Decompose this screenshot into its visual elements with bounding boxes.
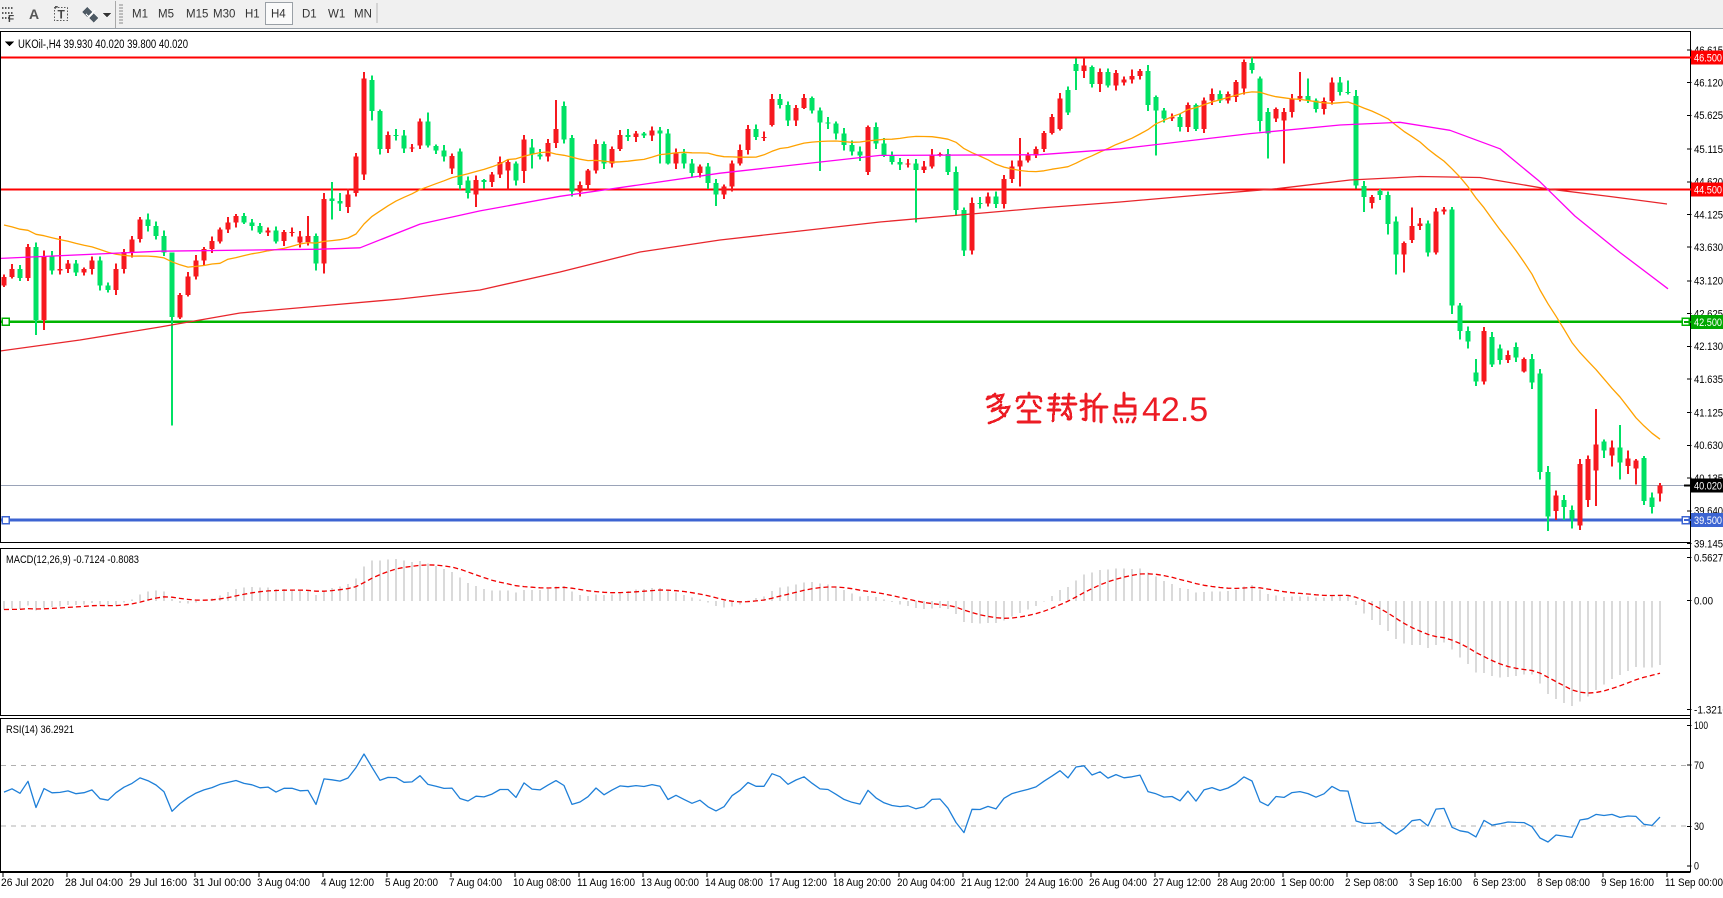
- svg-text:46.120: 46.120: [1694, 78, 1723, 90]
- svg-text:MACD(12,26,9) -0.7124 -0.8083: MACD(12,26,9) -0.7124 -0.8083: [6, 554, 139, 566]
- svg-text:27 Aug 12:00: 27 Aug 12:00: [1153, 877, 1211, 889]
- svg-text:D1: D1: [302, 9, 317, 21]
- svg-text:17 Aug 12:00: 17 Aug 12:00: [769, 877, 827, 889]
- svg-text:-1.3216: -1.3216: [1694, 704, 1723, 716]
- svg-text:21 Aug 12:00: 21 Aug 12:00: [961, 877, 1019, 889]
- svg-text:7 Aug 04:00: 7 Aug 04:00: [449, 877, 502, 889]
- svg-text:29 Jul 16:00: 29 Jul 16:00: [129, 877, 187, 889]
- svg-text:39.500: 39.500: [1694, 515, 1722, 527]
- svg-text:RSI(14) 36.2921: RSI(14) 36.2921: [6, 724, 74, 736]
- svg-text:M5: M5: [158, 9, 174, 21]
- svg-text:0.00: 0.00: [1694, 595, 1713, 607]
- svg-text:0.5627: 0.5627: [1694, 552, 1723, 564]
- svg-text:20 Aug 04:00: 20 Aug 04:00: [897, 877, 955, 889]
- svg-text:UKOil-,H4 39.930 40.020 39.80: UKOil-,H4 39.930 40.020 39.800 40.020: [18, 39, 188, 51]
- svg-text:14 Aug 08:00: 14 Aug 08:00: [705, 877, 763, 889]
- svg-text:6 Sep 23:00: 6 Sep 23:00: [1473, 877, 1526, 889]
- svg-text:45.115: 45.115: [1694, 144, 1723, 156]
- svg-text:28 Jul 04:00: 28 Jul 04:00: [65, 877, 123, 889]
- svg-text:31 Jul 00:00: 31 Jul 00:00: [193, 877, 251, 889]
- svg-text:11 Aug 16:00: 11 Aug 16:00: [577, 877, 635, 889]
- svg-text:43.120: 43.120: [1694, 276, 1723, 288]
- svg-text:M30: M30: [213, 9, 235, 21]
- svg-text:44.125: 44.125: [1694, 209, 1723, 221]
- svg-text:2 Sep 08:00: 2 Sep 08:00: [1345, 877, 1398, 889]
- svg-text:M1: M1: [132, 9, 148, 21]
- svg-text:1 Sep 00:00: 1 Sep 00:00: [1281, 877, 1334, 889]
- svg-text:100: 100: [1694, 720, 1708, 732]
- svg-text:H1: H1: [245, 9, 260, 21]
- svg-text:3 Sep 16:00: 3 Sep 16:00: [1409, 877, 1462, 889]
- svg-text:45.625: 45.625: [1694, 110, 1723, 122]
- svg-text:H4: H4: [271, 9, 286, 21]
- svg-text:26 Jul 2020: 26 Jul 2020: [1, 877, 54, 889]
- svg-text:A: A: [29, 6, 39, 22]
- svg-text:18 Aug 20:00: 18 Aug 20:00: [833, 877, 891, 889]
- svg-text:0: 0: [1694, 861, 1699, 873]
- svg-text:41.125: 41.125: [1694, 408, 1723, 420]
- svg-text:10 Aug 08:00: 10 Aug 08:00: [513, 877, 571, 889]
- svg-text:M15: M15: [186, 9, 208, 21]
- svg-text:9 Sep 16:00: 9 Sep 16:00: [1601, 877, 1654, 889]
- svg-text:26 Aug 04:00: 26 Aug 04:00: [1089, 877, 1147, 889]
- svg-text:W1: W1: [328, 9, 345, 21]
- svg-text:46.500: 46.500: [1694, 53, 1722, 65]
- svg-text:13 Aug 00:00: 13 Aug 00:00: [641, 877, 699, 889]
- svg-text:42.5: 42.5: [1142, 391, 1208, 429]
- svg-text:41.635: 41.635: [1694, 374, 1723, 386]
- svg-text:F: F: [8, 14, 14, 25]
- svg-text:24 Aug 16:00: 24 Aug 16:00: [1025, 877, 1083, 889]
- svg-text:44.500: 44.500: [1694, 185, 1722, 197]
- svg-text:8 Sep 08:00: 8 Sep 08:00: [1537, 877, 1590, 889]
- svg-text:MN: MN: [354, 9, 372, 21]
- svg-text:42.500: 42.500: [1694, 317, 1722, 329]
- svg-text:5 Aug 20:00: 5 Aug 20:00: [385, 877, 438, 889]
- svg-text:28 Aug 20:00: 28 Aug 20:00: [1217, 877, 1275, 889]
- svg-text:40.630: 40.630: [1694, 440, 1723, 452]
- svg-text:43.630: 43.630: [1694, 242, 1723, 254]
- svg-text:3 Aug 04:00: 3 Aug 04:00: [257, 877, 310, 889]
- svg-text:42.130: 42.130: [1694, 341, 1723, 353]
- svg-text:30: 30: [1694, 821, 1704, 833]
- svg-text:T: T: [58, 8, 66, 22]
- svg-text:39.145: 39.145: [1694, 538, 1723, 550]
- svg-text:40.020: 40.020: [1694, 481, 1722, 493]
- svg-text:4 Aug 12:00: 4 Aug 12:00: [321, 877, 374, 889]
- svg-text:70: 70: [1694, 760, 1704, 772]
- svg-text:11 Sep 00:00: 11 Sep 00:00: [1665, 877, 1723, 889]
